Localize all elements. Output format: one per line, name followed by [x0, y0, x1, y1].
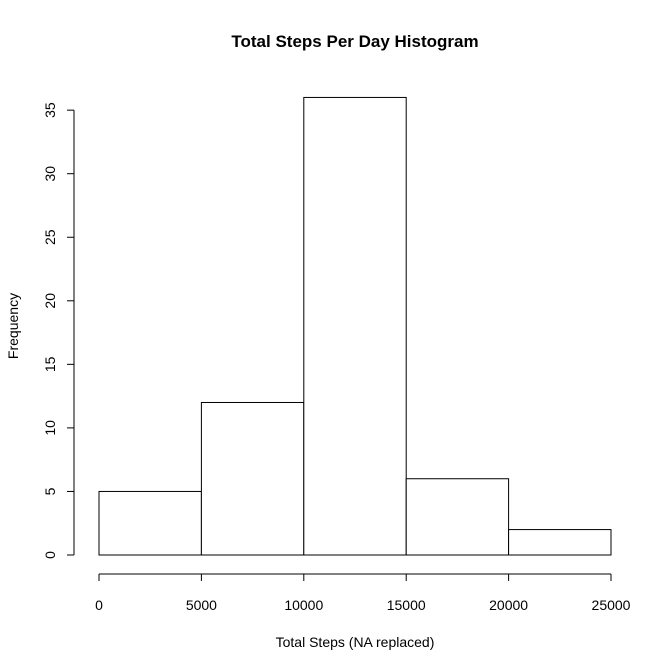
x-tick-label: 20000 — [489, 597, 528, 613]
x-tick-label: 5000 — [186, 597, 217, 613]
histogram-bar — [200, 401, 305, 556]
y-tick-label: 5 — [42, 487, 58, 495]
y-tick-label: 25 — [42, 229, 58, 245]
x-tick-label: 0 — [95, 597, 103, 613]
x-tick-label: 15000 — [387, 597, 426, 613]
y-tick-label: 35 — [42, 102, 58, 118]
x-axis-label: Total Steps (NA replaced) — [276, 634, 435, 650]
y-axis-label: Frequency — [5, 293, 21, 359]
histogram-bar — [405, 478, 510, 556]
x-tick-label: 25000 — [592, 597, 631, 613]
histogram-bar — [508, 529, 612, 556]
chart-title: Total Steps Per Day Histogram — [231, 32, 478, 51]
histogram-bar — [98, 490, 202, 556]
y-tick-label: 0 — [42, 551, 58, 559]
x-axis: 0 5000 10000 15000 20000 25000 — [95, 573, 631, 613]
y-tick-label: 20 — [42, 293, 58, 309]
y-tick-label: 15 — [42, 356, 58, 372]
y-tick-label: 30 — [42, 166, 58, 182]
y-tick-label: 10 — [42, 420, 58, 436]
x-tick-label: 10000 — [284, 597, 323, 613]
y-axis: 0 5 10 15 20 25 30 35 — [42, 102, 75, 559]
histogram-bar — [303, 96, 407, 556]
bars-layer — [98, 96, 612, 556]
